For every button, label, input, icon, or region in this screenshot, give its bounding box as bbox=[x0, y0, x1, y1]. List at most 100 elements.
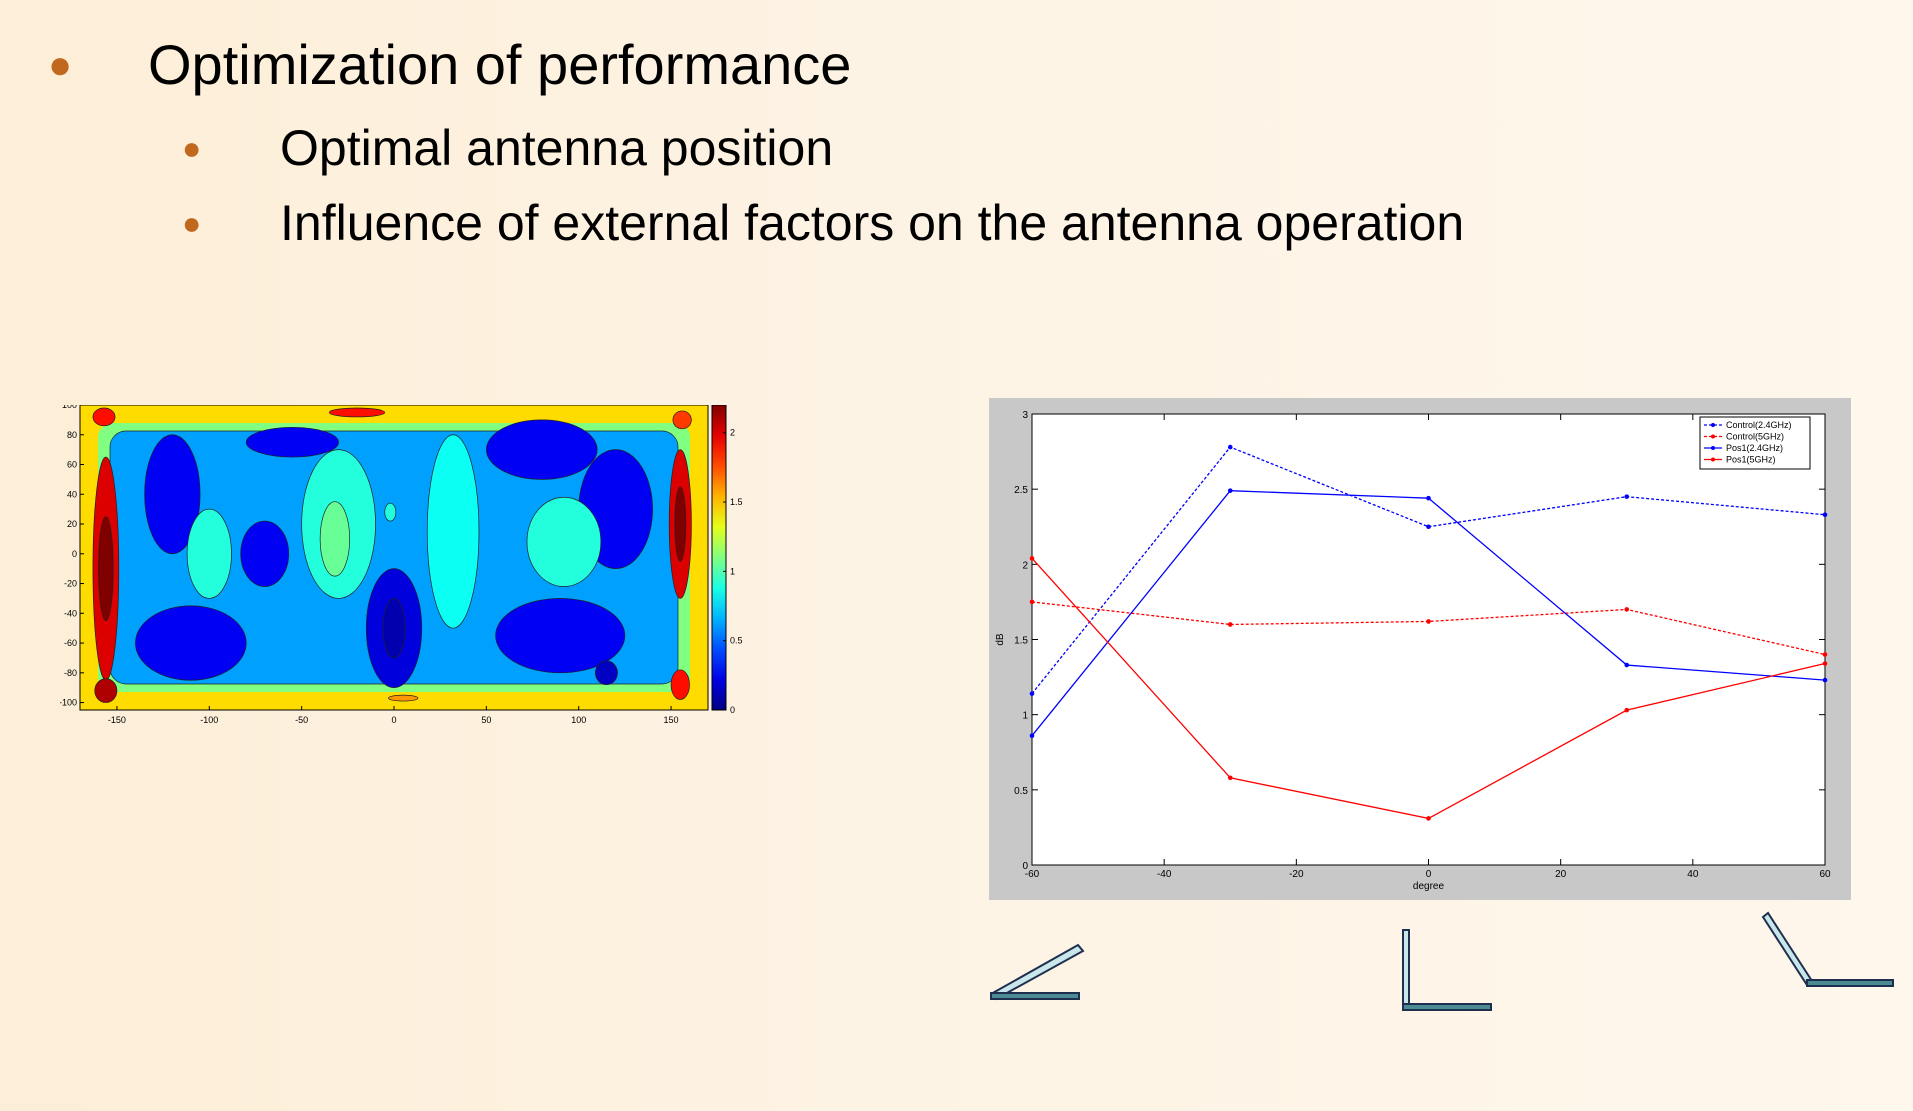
x-tick-label: 150 bbox=[664, 715, 679, 725]
legend-entry: Pos1(5GHz) bbox=[1726, 455, 1776, 465]
chart-plot-area bbox=[1032, 414, 1825, 865]
x-tick-label: 40 bbox=[1687, 869, 1699, 880]
contour-region bbox=[495, 598, 626, 674]
data-point bbox=[1029, 733, 1035, 739]
data-point bbox=[1029, 556, 1035, 561]
line-chart: -60 -40 -20 0 20 40 60 0 0.5 1 1.5 2 2.5 3 degree dB Con… bbox=[989, 398, 1851, 900]
legend-box bbox=[1699, 416, 1811, 470]
contour-region bbox=[245, 426, 339, 458]
contour-region bbox=[144, 434, 201, 555]
colorbar-tick-label: 0 bbox=[730, 705, 735, 715]
data-point bbox=[1822, 677, 1828, 683]
x-tick-label: -60 bbox=[1025, 869, 1040, 880]
contour-region bbox=[486, 419, 598, 480]
x-tick-label: 0 bbox=[391, 715, 396, 725]
data-point bbox=[1227, 622, 1233, 627]
legend-marker bbox=[1711, 446, 1715, 450]
y-tick-label: 1 bbox=[1022, 711, 1028, 722]
data-point bbox=[1426, 619, 1431, 624]
bullet-text: Optimal antenna position bbox=[280, 120, 834, 176]
contour-region bbox=[98, 516, 114, 622]
contour-plot: -150 -100 -50 0 50 100 150100806040200-20-40-6… bbox=[60, 405, 743, 725]
contour-region bbox=[329, 407, 386, 418]
data-point bbox=[1426, 524, 1431, 530]
y-tick-label: -100 bbox=[60, 698, 77, 708]
data-point bbox=[1822, 661, 1828, 666]
data-point bbox=[1227, 444, 1233, 450]
data-point bbox=[1227, 775, 1233, 781]
contour-region bbox=[94, 678, 118, 703]
y-tick-label: 1.5 bbox=[1014, 636, 1028, 647]
y-tick-label: 0.5 bbox=[1014, 786, 1028, 797]
contour-region bbox=[594, 660, 618, 686]
antenna-position-icon-obtuse bbox=[1761, 911, 1894, 987]
contour-region bbox=[388, 694, 419, 702]
colorbar-tick-label: 1.5 bbox=[730, 497, 743, 507]
legend-entry: Control(2.4GHz) bbox=[1726, 420, 1792, 430]
x-tick-label: -40 bbox=[1157, 869, 1172, 880]
contour-region bbox=[384, 502, 397, 522]
data-point bbox=[1624, 494, 1630, 499]
y-tick-label: 3 bbox=[1022, 410, 1028, 421]
antenna-position-icon-shallow bbox=[990, 943, 1085, 1001]
x-tick-label: -100 bbox=[200, 715, 218, 725]
x-axis-label: degree bbox=[1413, 881, 1445, 892]
y-tick-label: -60 bbox=[64, 638, 77, 648]
contour-region bbox=[92, 407, 116, 427]
data-point bbox=[1624, 662, 1630, 668]
x-tick-label: 60 bbox=[1819, 869, 1831, 880]
y-tick-label: -20 bbox=[64, 579, 77, 589]
y-tick-label: 80 bbox=[67, 430, 77, 440]
data-point bbox=[1624, 607, 1630, 612]
colorbar bbox=[711, 405, 727, 711]
x-tick-label: -20 bbox=[1289, 869, 1304, 880]
bullet-icon: ● bbox=[182, 130, 202, 166]
y-tick-label: -80 bbox=[64, 668, 77, 678]
x-tick-label: 0 bbox=[1426, 869, 1432, 880]
y-axis-label: dB bbox=[995, 633, 1006, 646]
colorbar-tick-label: 2 bbox=[730, 428, 735, 438]
bullet-icon: ● bbox=[182, 205, 202, 241]
contour-region bbox=[186, 508, 232, 599]
data-point bbox=[1624, 707, 1630, 713]
y-tick-label: 2.5 bbox=[1014, 485, 1028, 496]
data-point bbox=[1426, 816, 1431, 821]
data-point bbox=[1822, 652, 1828, 657]
contour-field bbox=[80, 405, 708, 710]
x-tick-label: 100 bbox=[571, 715, 586, 725]
contour-region bbox=[135, 605, 247, 681]
contour-region bbox=[672, 410, 692, 430]
contour-region bbox=[674, 486, 687, 562]
x-tick-label: -50 bbox=[295, 715, 308, 725]
x-tick-label: 20 bbox=[1555, 869, 1567, 880]
antenna-position-icon-right-angle bbox=[1402, 929, 1492, 1011]
x-tick-label: 50 bbox=[481, 715, 491, 725]
contour-region bbox=[526, 496, 602, 587]
x-tick-label: -150 bbox=[108, 715, 126, 725]
contour-region bbox=[382, 598, 406, 659]
colorbar-tick-label: 0.5 bbox=[730, 636, 743, 646]
data-point bbox=[1822, 512, 1828, 518]
contour-region bbox=[670, 669, 690, 700]
data-point bbox=[1426, 495, 1431, 501]
contour-region bbox=[319, 501, 351, 577]
contour-region bbox=[426, 434, 480, 629]
y-tick-label: 0 bbox=[1022, 861, 1028, 872]
bullet-text: Influence of external factors on the ant… bbox=[280, 195, 1465, 251]
bullet-text: Optimization of performance bbox=[148, 33, 852, 96]
legend-marker bbox=[1711, 434, 1715, 439]
y-tick-label: 20 bbox=[67, 519, 77, 529]
colorbar-tick-label: 1 bbox=[730, 566, 735, 576]
data-point bbox=[1029, 691, 1035, 696]
legend-entry: Pos1(2.4GHz) bbox=[1726, 443, 1783, 453]
contour-region bbox=[240, 520, 290, 587]
y-tick-label: 60 bbox=[67, 460, 77, 470]
legend-marker bbox=[1711, 457, 1715, 462]
antenna-position-icons bbox=[990, 911, 1894, 1011]
legend-entry: Control(5GHz) bbox=[1726, 432, 1784, 442]
y-tick-label: 0 bbox=[72, 549, 77, 559]
y-tick-label: 2 bbox=[1022, 560, 1028, 571]
data-point bbox=[1227, 488, 1233, 493]
y-tick-label: -40 bbox=[64, 608, 77, 618]
legend-marker bbox=[1711, 423, 1715, 427]
